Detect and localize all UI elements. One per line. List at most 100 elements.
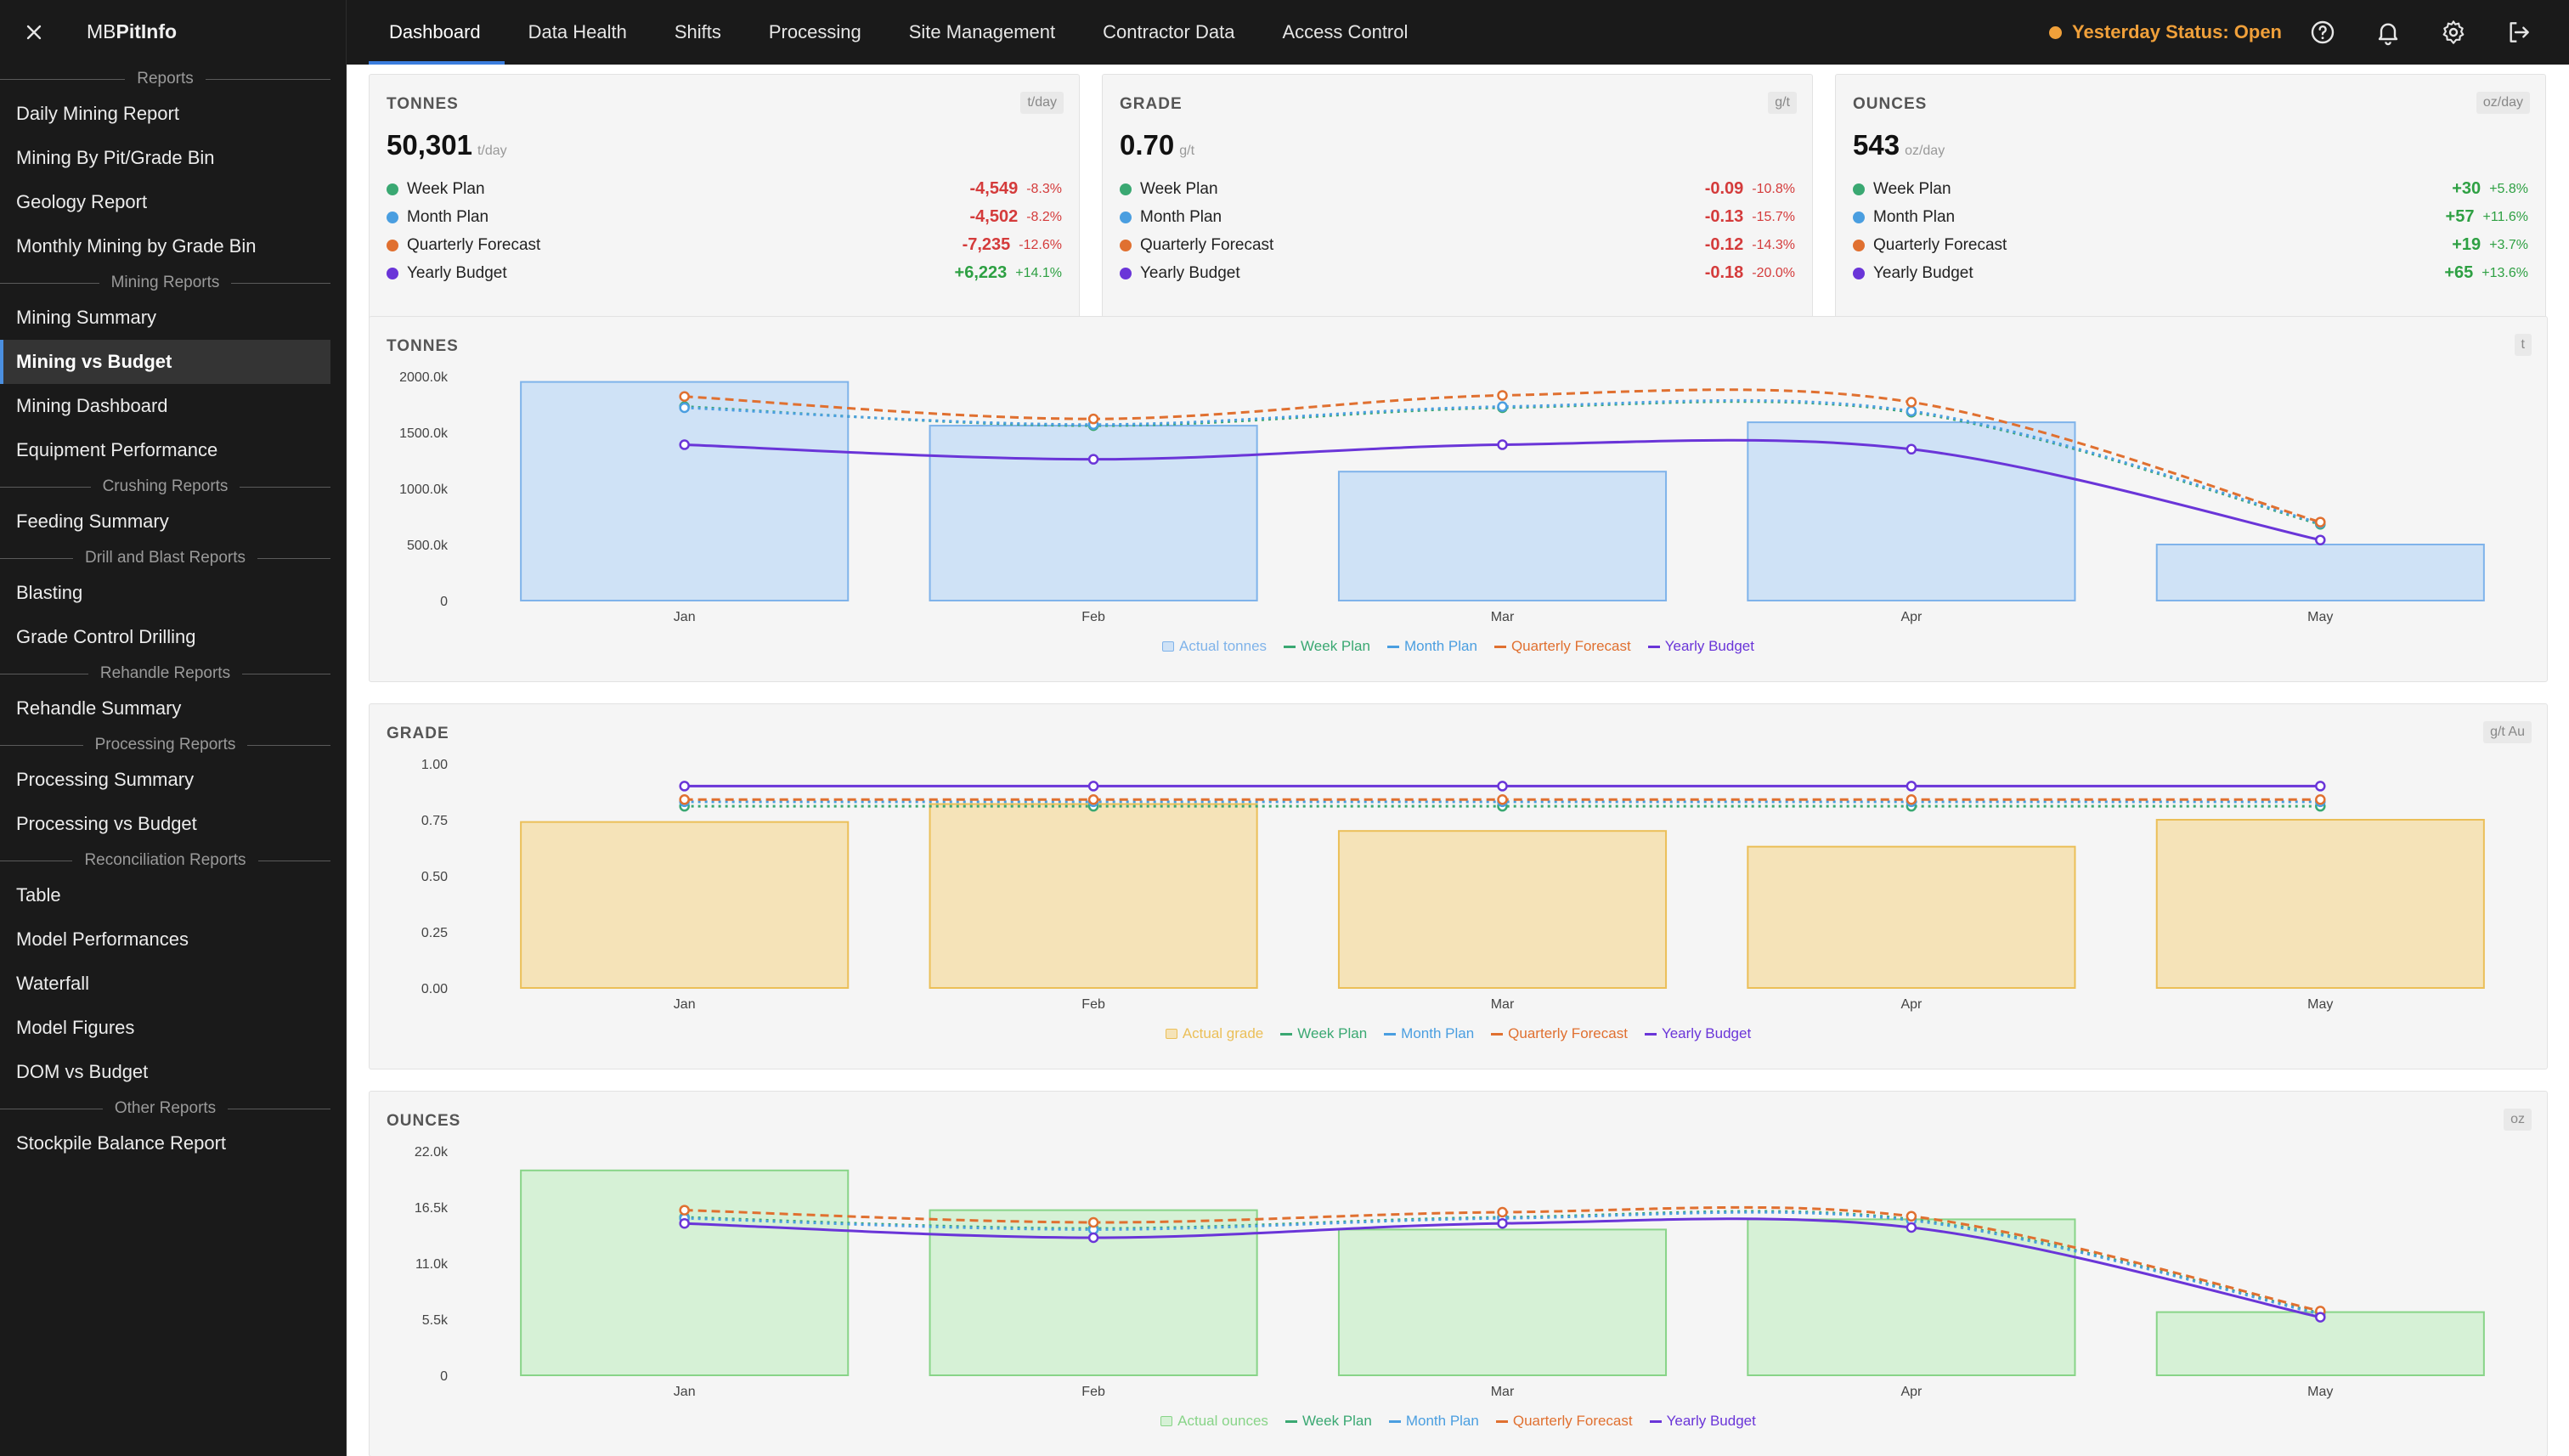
bar-jan[interactable]	[520, 381, 850, 601]
point-quarterly-forecast-apr[interactable]	[1906, 1211, 1917, 1222]
legend-item-actual-grade[interactable]: Actual grade	[1165, 1025, 1263, 1042]
legend-line-icon	[1384, 1032, 1397, 1036]
legend-item-actual-tonnes[interactable]: Actual tonnes	[1162, 638, 1267, 655]
point-yearly-budget-feb[interactable]	[1087, 781, 1099, 792]
series-dot-icon	[1853, 211, 1865, 223]
point-quarterly-forecast-feb[interactable]	[1087, 413, 1099, 425]
bar-mar[interactable]	[1337, 471, 1668, 601]
legend-item-month-plan[interactable]: Month Plan	[1386, 638, 1477, 655]
sidebar-item-geology-report[interactable]: Geology Report	[0, 180, 330, 224]
tab-dashboard[interactable]: Dashboard	[365, 0, 505, 65]
point-yearly-budget-feb[interactable]	[1087, 1232, 1099, 1244]
legend-item-month-plan[interactable]: Month Plan	[1388, 1413, 1479, 1430]
legend-item-actual-ounces[interactable]: Actual ounces	[1160, 1413, 1268, 1430]
gear-icon[interactable]	[2438, 17, 2469, 48]
point-yearly-budget-apr[interactable]	[1906, 1222, 1917, 1233]
legend-item-month-plan[interactable]: Month Plan	[1384, 1025, 1474, 1042]
point-quarterly-forecast-mar[interactable]	[1497, 793, 1508, 805]
bell-icon[interactable]	[2373, 17, 2403, 48]
bar-may[interactable]	[2155, 544, 2485, 601]
tab-contractor-data[interactable]: Contractor Data	[1079, 0, 1258, 65]
logout-icon[interactable]	[2504, 17, 2534, 48]
point-quarterly-forecast-feb[interactable]	[1087, 1216, 1099, 1228]
sidebar-item-mining-summary[interactable]: Mining Summary	[0, 296, 330, 340]
bar-apr[interactable]	[1747, 1218, 2076, 1376]
legend-item-yearly-budget[interactable]: Yearly Budget	[1647, 638, 1754, 655]
point-quarterly-forecast-apr[interactable]	[1906, 397, 1917, 408]
sidebar-item-waterfall[interactable]: Waterfall	[0, 962, 330, 1006]
sidebar-item-model-performances[interactable]: Model Performances	[0, 917, 330, 962]
tab-processing[interactable]: Processing	[745, 0, 885, 65]
point-yearly-budget-may[interactable]	[2315, 534, 2326, 545]
sidebar-item-feeding-summary[interactable]: Feeding Summary	[0, 499, 330, 544]
sidebar-item-processing-vs-budget[interactable]: Processing vs Budget	[0, 802, 330, 846]
sidebar-item-mining-by-pit-grade-bin[interactable]: Mining By Pit/Grade Bin	[0, 136, 330, 180]
comparison-delta: +57	[2445, 207, 2475, 226]
tab-access-control[interactable]: Access Control	[1258, 0, 1431, 65]
legend-item-yearly-budget[interactable]: Yearly Budget	[1644, 1025, 1751, 1042]
bar-may[interactable]	[2155, 1311, 2485, 1377]
point-month-plan-apr[interactable]	[1906, 405, 1917, 417]
bar-mar[interactable]	[1337, 830, 1668, 989]
tab-label: Access Control	[1282, 21, 1409, 42]
point-yearly-budget-feb[interactable]	[1087, 454, 1099, 465]
sidebar-item-mining-dashboard[interactable]: Mining Dashboard	[0, 384, 330, 428]
point-quarterly-forecast-apr[interactable]	[1906, 793, 1917, 805]
bar-may[interactable]	[2155, 819, 2485, 989]
bar-apr[interactable]	[1747, 845, 2076, 989]
legend-item-quarterly-forecast[interactable]: Quarterly Forecast	[1493, 638, 1631, 655]
sidebar-item-model-figures[interactable]: Model Figures	[0, 1006, 330, 1050]
kpi-row-quarterly-forecast: Quarterly Forecast +19 +3.7%	[1853, 231, 2528, 259]
point-yearly-budget-apr[interactable]	[1906, 781, 1917, 792]
close-icon[interactable]	[22, 20, 46, 44]
sidebar-item-table[interactable]: Table	[0, 873, 330, 917]
legend-item-yearly-budget[interactable]: Yearly Budget	[1649, 1413, 1756, 1430]
point-quarterly-forecast-jan[interactable]	[679, 391, 690, 403]
point-quarterly-forecast-jan[interactable]	[679, 1205, 690, 1216]
point-yearly-budget-apr[interactable]	[1906, 443, 1917, 455]
sidebar-item-daily-mining-report[interactable]: Daily Mining Report	[0, 92, 330, 136]
sidebar-item-stockpile-balance-report[interactable]: Stockpile Balance Report	[0, 1121, 330, 1165]
legend-item-week-plan[interactable]: Week Plan	[1280, 1025, 1367, 1042]
tab-data-health[interactable]: Data Health	[505, 0, 651, 65]
bar-mar[interactable]	[1337, 1228, 1668, 1376]
point-quarterly-forecast-feb[interactable]	[1087, 793, 1099, 805]
tab-site-management[interactable]: Site Management	[885, 0, 1079, 65]
tab-shifts[interactable]: Shifts	[651, 0, 745, 65]
point-yearly-budget-jan[interactable]	[679, 439, 690, 450]
point-quarterly-forecast-may[interactable]	[2315, 793, 2326, 805]
sidebar-item-blasting[interactable]: Blasting	[0, 571, 330, 615]
sidebar-item-equipment-performance[interactable]: Equipment Performance	[0, 428, 330, 472]
point-quarterly-forecast-mar[interactable]	[1497, 1206, 1508, 1218]
bar-jan[interactable]	[520, 821, 850, 989]
point-yearly-budget-may[interactable]	[2315, 1312, 2326, 1323]
bar-jan[interactable]	[520, 1169, 850, 1376]
bar-feb[interactable]	[929, 425, 1258, 601]
sidebar-item-monthly-mining-by-grade-bin[interactable]: Monthly Mining by Grade Bin	[0, 224, 330, 268]
legend-item-week-plan[interactable]: Week Plan	[1284, 638, 1370, 655]
sidebar-section-reconciliation-reports: Reconciliation Reports	[0, 848, 346, 873]
point-yearly-budget-mar[interactable]	[1497, 781, 1508, 792]
sidebar-item-processing-summary[interactable]: Processing Summary	[0, 758, 330, 802]
legend-item-quarterly-forecast[interactable]: Quarterly Forecast	[1495, 1413, 1633, 1430]
bar-feb[interactable]	[929, 803, 1258, 989]
point-quarterly-forecast-jan[interactable]	[679, 793, 690, 805]
point-month-plan-jan[interactable]	[679, 402, 690, 414]
unit-badge: oz/day	[2476, 92, 2530, 114]
sidebar-item-rehandle-summary[interactable]: Rehandle Summary	[0, 686, 330, 731]
sidebar-item-grade-control-drilling[interactable]: Grade Control Drilling	[0, 615, 330, 659]
point-quarterly-forecast-may[interactable]	[2315, 516, 2326, 528]
sidebar-item-dom-vs-budget[interactable]: DOM vs Budget	[0, 1050, 330, 1094]
help-icon[interactable]	[2307, 17, 2338, 48]
point-yearly-budget-mar[interactable]	[1497, 439, 1508, 450]
legend-item-quarterly-forecast[interactable]: Quarterly Forecast	[1491, 1025, 1628, 1042]
point-quarterly-forecast-mar[interactable]	[1497, 390, 1508, 401]
point-month-plan-mar[interactable]	[1497, 401, 1508, 412]
legend-item-week-plan[interactable]: Week Plan	[1284, 1413, 1372, 1430]
point-yearly-budget-jan[interactable]	[679, 1217, 690, 1229]
yesterday-status[interactable]: Yesterday Status: Open	[2049, 21, 2282, 43]
sidebar-item-mining-vs-budget[interactable]: Mining vs Budget	[0, 340, 330, 384]
point-yearly-budget-jan[interactable]	[679, 781, 690, 792]
point-yearly-budget-may[interactable]	[2315, 781, 2326, 792]
point-yearly-budget-mar[interactable]	[1497, 1217, 1508, 1229]
